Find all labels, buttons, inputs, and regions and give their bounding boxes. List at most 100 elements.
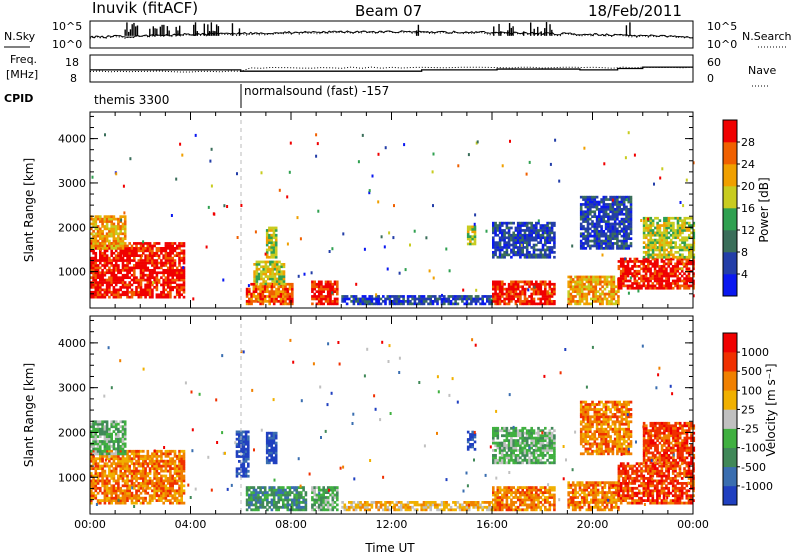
velocity-cell [90, 449, 93, 453]
power-cell [616, 200, 619, 204]
power-cell [569, 295, 573, 298]
power-cell [620, 222, 624, 226]
power-cell [667, 274, 670, 278]
velocity-cell [110, 452, 113, 456]
velocity-cell [297, 508, 301, 512]
power-cell [377, 302, 380, 306]
velocity-cell [142, 462, 145, 466]
power-cell [275, 292, 278, 296]
velocity-cell [96, 427, 100, 431]
velocity-cell [119, 496, 122, 500]
power-cell [521, 241, 524, 244]
power-cell [144, 249, 147, 253]
velocity-cell [275, 501, 278, 504]
power-cell [105, 247, 109, 250]
power-cell [117, 225, 120, 228]
power-cell [642, 279, 646, 283]
velocity-cell [94, 474, 98, 478]
velocity-cell [291, 501, 294, 504]
power-cell [128, 254, 131, 257]
power-cell [539, 302, 543, 306]
velocity-cell [291, 508, 294, 512]
velocity-cell [284, 503, 287, 507]
power-cell [633, 274, 637, 278]
power-cell [516, 226, 520, 230]
power-cell [635, 257, 639, 261]
power-cell [261, 295, 265, 298]
velocity-cell [274, 434, 278, 438]
power-cell [627, 220, 630, 223]
power-cell [662, 279, 666, 283]
power-cell [671, 282, 675, 285]
power-cell [589, 200, 592, 204]
power-sparse-cell [527, 288, 530, 292]
power-cell [492, 221, 495, 225]
velocity-cell [274, 456, 278, 460]
power-cell [521, 233, 524, 237]
power-cell [461, 300, 464, 303]
power-cell [633, 257, 637, 261]
power-cell [254, 285, 258, 289]
power-cell [514, 233, 518, 237]
velocity-cell [250, 486, 253, 489]
power-cell [690, 253, 693, 257]
power-cell [123, 293, 127, 297]
power-cell [164, 293, 168, 297]
power-cell [662, 274, 666, 278]
velocity-cell [126, 457, 129, 461]
power-cell [144, 261, 147, 265]
power-cell [645, 224, 648, 227]
power-cell [609, 203, 612, 206]
velocity-cell [272, 493, 276, 497]
power-sparse-cell [509, 139, 511, 143]
power-cell [103, 227, 107, 231]
power-cell [523, 302, 527, 306]
power-cell [544, 224, 547, 227]
velocity-cell [240, 455, 243, 458]
power-cell [273, 272, 277, 276]
power-cell [656, 226, 659, 230]
velocity-cell [151, 484, 154, 488]
power-cell [146, 249, 150, 253]
power-cell [182, 242, 186, 245]
power-cell [162, 278, 165, 282]
power-sparse-cell [428, 269, 431, 273]
power-cell [144, 290, 147, 294]
velocity-cell [268, 441, 271, 445]
power-cell [665, 238, 668, 242]
velocity-cell [272, 446, 276, 450]
power-cell [128, 261, 131, 265]
power-cell [483, 302, 487, 306]
power-cell [669, 226, 673, 230]
velocity-cell [142, 457, 145, 461]
velocity-cell [121, 491, 125, 495]
power-cell [288, 302, 292, 306]
velocity-cell [311, 505, 314, 509]
power-cell [523, 221, 527, 225]
power-cell [672, 224, 675, 227]
velocity-cell [235, 467, 239, 471]
power-cell [501, 253, 504, 257]
velocity-cell [178, 501, 181, 505]
velocity-cell [254, 503, 258, 507]
power-cell [262, 270, 265, 273]
power-cell [678, 272, 682, 275]
power-sparse-cell [342, 232, 345, 236]
power-cell [539, 287, 543, 291]
power-cell [505, 236, 509, 240]
power-cell [96, 247, 100, 250]
power-cell [647, 265, 650, 268]
power-cell [610, 275, 613, 279]
power-cell [525, 236, 529, 240]
power-cell [685, 277, 689, 280]
power-cell [622, 220, 626, 223]
power-cell [257, 260, 261, 264]
power-cell [669, 243, 673, 247]
velocity-cell [162, 489, 165, 493]
power-cell [505, 292, 509, 296]
power-cell [651, 224, 655, 227]
velocity-cell [108, 452, 111, 456]
power-cell [157, 281, 161, 284]
power-cell [155, 273, 159, 277]
velocity-cell [133, 482, 136, 485]
